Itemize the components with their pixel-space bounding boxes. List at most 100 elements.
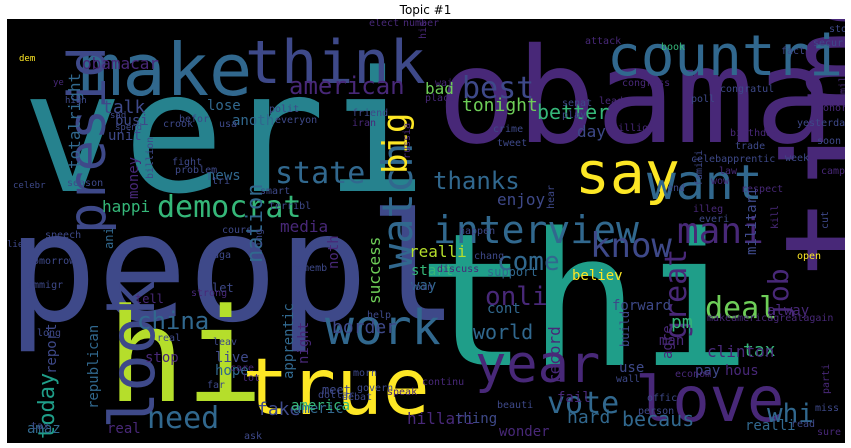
cloud-word: total bbox=[65, 120, 84, 169]
cloud-word: debat bbox=[342, 392, 373, 403]
cloud-word: histori bbox=[418, 19, 429, 39]
cloud-word: respect bbox=[741, 184, 784, 195]
cloud-word: russia bbox=[402, 122, 413, 159]
cloud-word: interview bbox=[433, 208, 639, 252]
cloud-word: discuss bbox=[437, 264, 480, 275]
cloud-word: real bbox=[107, 421, 141, 437]
cloud-word: stori bbox=[829, 24, 845, 35]
cloud-word: live bbox=[215, 350, 249, 366]
cloud-word: happi bbox=[102, 197, 151, 216]
cloud-word: thi bbox=[417, 193, 752, 409]
cloud-word: friend bbox=[352, 108, 389, 119]
cloud-word: far bbox=[207, 380, 226, 391]
cloud-word: democrat bbox=[157, 190, 302, 225]
cloud-word: wait bbox=[435, 78, 460, 89]
cloud-word: terribl bbox=[269, 201, 312, 212]
cloud-word: poll bbox=[691, 94, 716, 105]
cloud-word: soon bbox=[817, 136, 842, 147]
cloud-word: think bbox=[245, 28, 426, 98]
cloud-word: dem bbox=[19, 54, 36, 64]
cloud-word: kill bbox=[770, 204, 781, 229]
cloud-word: rememb bbox=[291, 263, 328, 274]
cloud-word: obama bbox=[437, 20, 835, 174]
cloud-word: tonight bbox=[462, 95, 538, 116]
cloud-word: day bbox=[577, 122, 606, 141]
cloud-word: leav bbox=[213, 337, 238, 348]
cloud-word: makeamericagreatagain bbox=[707, 313, 834, 324]
cloud-word: care bbox=[230, 363, 255, 374]
cloud-word: lose bbox=[207, 98, 241, 114]
cloud-word: ye bbox=[53, 78, 64, 88]
cloud-word: hous bbox=[725, 363, 759, 379]
cloud-word: morn bbox=[353, 368, 378, 379]
cloud-word: china bbox=[137, 307, 210, 335]
cloud-word: mile bbox=[838, 69, 845, 94]
cloud-word: vote bbox=[547, 386, 620, 421]
cloud-word: campaign bbox=[821, 166, 845, 177]
cloud-word: republican bbox=[86, 324, 102, 409]
cloud-word: place bbox=[425, 93, 456, 104]
cloud-word: year bbox=[475, 335, 601, 395]
cloud-word: work bbox=[325, 300, 441, 356]
cloud-word: media bbox=[280, 217, 329, 236]
cloud-word: leader bbox=[599, 96, 636, 107]
cloud-word: yesterday bbox=[797, 118, 845, 129]
cloud-word: ani bbox=[102, 227, 116, 249]
cloud-word: fight bbox=[172, 157, 203, 168]
cloud-word: cut bbox=[820, 210, 831, 229]
cloud-word: unit bbox=[108, 128, 142, 144]
cloud-word: stop bbox=[145, 350, 179, 366]
cloud-word: high bbox=[65, 96, 87, 106]
cloud-word: deal bbox=[705, 291, 778, 326]
cloud-word: play bbox=[562, 110, 587, 121]
cloud-word: speak bbox=[387, 387, 418, 398]
cloud-word: hope bbox=[215, 363, 249, 379]
cloud-word: thanks bbox=[433, 167, 520, 195]
cloud-word: mani bbox=[677, 211, 764, 252]
cloud-word: forward bbox=[612, 298, 672, 314]
cloud-word: elect bbox=[369, 19, 400, 29]
cloud-word: senat bbox=[562, 98, 593, 109]
cloud-word: wonder bbox=[499, 424, 550, 440]
cloud-word: pm bbox=[671, 312, 693, 333]
cloud-word: number bbox=[403, 19, 440, 29]
cloud-word: lot bbox=[242, 373, 261, 384]
cloud-word: parti bbox=[821, 363, 832, 394]
cloud-word: agre bbox=[660, 325, 676, 359]
cloud-word: whi bbox=[767, 399, 814, 429]
cloud-word: man bbox=[659, 333, 685, 349]
cloud-word: strong bbox=[191, 288, 228, 299]
cloud-word: tomorrow bbox=[27, 256, 76, 267]
cloud-word: better bbox=[537, 100, 610, 124]
cloud-word: real bbox=[157, 333, 182, 344]
cloud-word: famili bbox=[694, 149, 705, 186]
cloud-word: support bbox=[487, 265, 538, 279]
cloud-word: sure bbox=[817, 427, 842, 438]
cloud-word: celebapprentic bbox=[691, 154, 776, 165]
cloud-word: american bbox=[289, 72, 405, 100]
cloud-word: love bbox=[635, 363, 785, 436]
cloud-word: come bbox=[497, 247, 560, 277]
cloud-word: let bbox=[212, 281, 234, 295]
cloud-word: believ bbox=[572, 268, 623, 284]
cloud-word: lie bbox=[7, 240, 24, 250]
cloud-word: start bbox=[411, 263, 454, 279]
cloud-word: hillari bbox=[407, 409, 475, 428]
cloud-word: attack bbox=[585, 36, 622, 47]
cloud-word: trade bbox=[735, 141, 766, 152]
cloud-word: best bbox=[462, 71, 535, 106]
cloud-word: everi bbox=[699, 214, 730, 225]
cloud-word: miss bbox=[815, 403, 840, 414]
cloud-word: success bbox=[365, 236, 384, 304]
cloud-word: long bbox=[37, 328, 62, 339]
cloud-word: bad bbox=[425, 79, 454, 98]
cloud-word: offic bbox=[647, 393, 678, 404]
cloud-word: thing bbox=[455, 411, 498, 427]
cloud-word: enjoy bbox=[497, 190, 546, 209]
cloud-word: polit bbox=[269, 104, 300, 115]
cloud-word: countri bbox=[607, 24, 844, 89]
cloud-word: cont bbox=[487, 301, 521, 317]
cloud-word: realli bbox=[745, 418, 796, 434]
cloud-word: happen bbox=[459, 226, 496, 237]
cloud-word: law bbox=[719, 166, 738, 177]
